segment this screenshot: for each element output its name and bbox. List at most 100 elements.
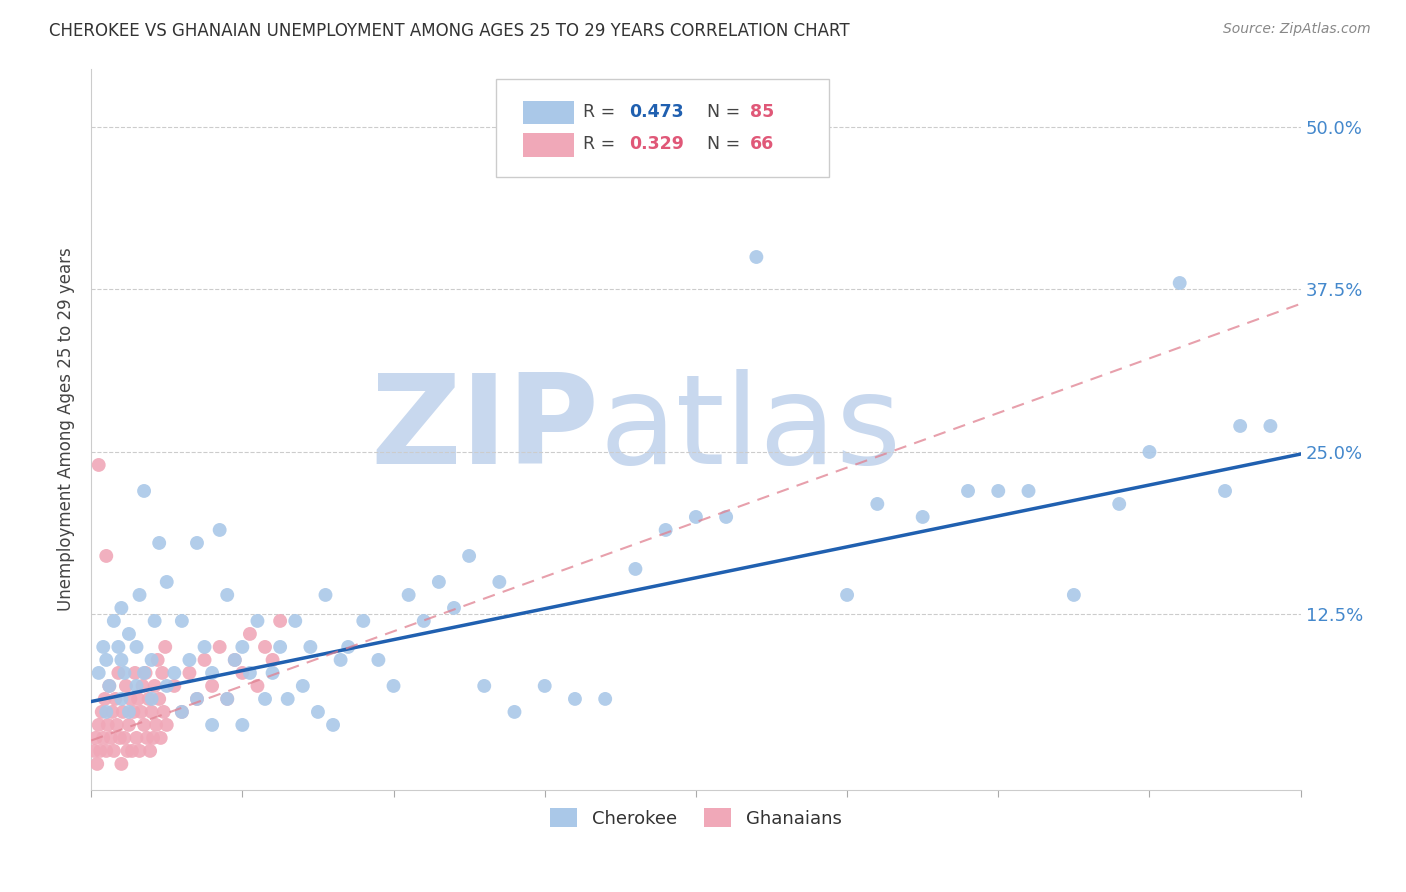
Point (135, 665, 157, 680)
Point (163, 665, 186, 680)
Point (118, 718, 141, 732)
Point (132, 483, 155, 498)
Point (129, 705, 152, 719)
Point (201, 665, 224, 680)
Point (1229, 419, 1251, 434)
Point (291, 679, 314, 693)
Point (128, 588, 150, 602)
Point (163, 679, 186, 693)
Legend: Cherokee, Ghanaians: Cherokee, Ghanaians (543, 801, 849, 835)
Point (593, 692, 616, 706)
Point (124, 665, 146, 680)
Point (143, 614, 166, 628)
Text: R =: R = (583, 136, 621, 153)
Point (132, 718, 155, 732)
Point (269, 640, 291, 654)
Point (179, 665, 201, 680)
Point (155, 640, 177, 654)
Point (117, 744, 139, 758)
Point (138, 692, 160, 706)
Point (149, 731, 172, 745)
Point (231, 718, 253, 732)
Point (90, 705, 112, 719)
Point (624, 562, 647, 576)
Point (84, 731, 107, 745)
Point (412, 614, 434, 628)
Point (110, 601, 132, 615)
Point (186, 692, 208, 706)
Point (1108, 497, 1130, 511)
Point (96, 549, 118, 563)
Point (145, 718, 167, 732)
Point (87, 718, 110, 732)
Text: CHEROKEE VS GHANAIAN UNEMPLOYMENT AMONG AGES 25 TO 29 YEARS CORRELATION CHART: CHEROKEE VS GHANAIAN UNEMPLOYMENT AMONG … (49, 22, 849, 40)
Point (125, 679, 148, 693)
Point (111, 705, 134, 719)
Text: N =: N = (696, 103, 745, 120)
Bar (523, 134, 574, 156)
Point (98, 679, 121, 693)
Bar (523, 101, 574, 124)
Point (96, 653, 118, 667)
Text: 85: 85 (751, 103, 775, 120)
Point (141, 653, 163, 667)
Point (322, 718, 344, 732)
Point (201, 679, 224, 693)
Point (443, 601, 465, 615)
Point (1139, 445, 1161, 459)
Point (246, 679, 269, 693)
Point (104, 692, 127, 706)
Point (131, 679, 153, 693)
Point (143, 679, 166, 693)
Point (110, 653, 132, 667)
Point (94, 692, 117, 706)
Point (246, 614, 269, 628)
Point (148, 536, 170, 550)
Point (911, 510, 934, 524)
Point (1260, 419, 1282, 434)
Point (224, 653, 246, 667)
Point (957, 483, 980, 498)
Point (141, 705, 163, 719)
Point (125, 731, 148, 745)
Point (105, 718, 128, 732)
Point (110, 692, 132, 706)
Point (146, 653, 169, 667)
Point (127, 692, 149, 706)
Point (239, 665, 262, 680)
Point (367, 653, 389, 667)
Text: 66: 66 (751, 136, 775, 153)
Point (307, 705, 329, 719)
Point (398, 588, 420, 602)
Point (156, 574, 179, 589)
Point (337, 640, 360, 654)
Point (96, 705, 118, 719)
Text: R =: R = (583, 103, 621, 120)
Point (179, 653, 201, 667)
Text: atlas: atlas (599, 368, 901, 490)
Point (87, 458, 110, 472)
Point (217, 692, 239, 706)
Point (186, 536, 208, 550)
Point (107, 665, 129, 680)
FancyBboxPatch shape (496, 79, 830, 177)
Point (100, 731, 122, 745)
Point (108, 731, 131, 745)
Point (120, 692, 142, 706)
Point (269, 614, 291, 628)
Point (217, 588, 239, 602)
Point (239, 627, 262, 641)
Point (121, 744, 143, 758)
Y-axis label: Unemployment Among Ages 25 to 29 years: Unemployment Among Ages 25 to 29 years (58, 247, 75, 611)
Point (115, 679, 138, 693)
Point (458, 549, 481, 563)
Point (533, 679, 555, 693)
Point (987, 483, 1010, 498)
Point (103, 744, 125, 758)
Point (315, 588, 337, 602)
Point (125, 640, 148, 654)
Point (152, 705, 174, 719)
Point (564, 692, 586, 706)
Text: Source: ZipAtlas.com: Source: ZipAtlas.com (1223, 22, 1371, 37)
Point (745, 250, 768, 264)
